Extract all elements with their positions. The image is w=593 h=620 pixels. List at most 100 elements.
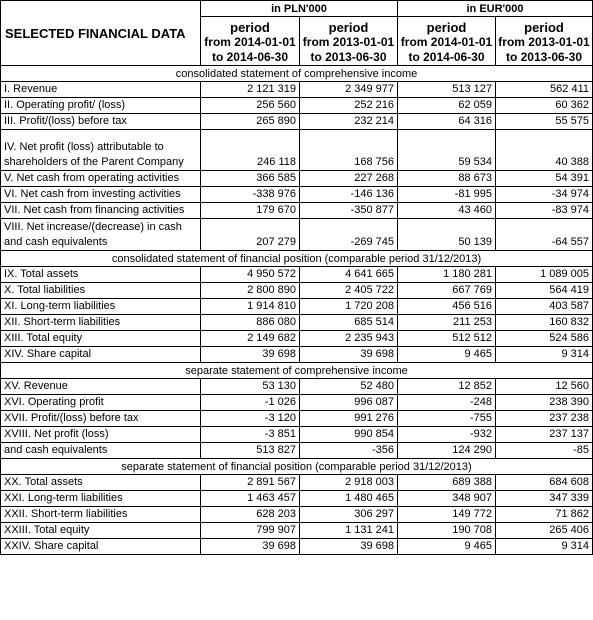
period-header-from: from 2014-01-01 [400, 35, 493, 49]
table-row: V. Net cash from operating activities 366… [0, 170, 593, 187]
row-label: XV. Revenue [0, 378, 201, 395]
value-cell: 64 316 [397, 113, 496, 130]
value-cell: 232 214 [299, 113, 398, 130]
value-cell: -81 995 [397, 186, 496, 203]
row-label: XVIII. Net profit (loss) [0, 426, 201, 443]
row-label-line: IX. Total assets [4, 268, 79, 280]
section-title: separate statement of financial position… [0, 458, 593, 475]
row-label: IV. Net profit (loss) attributable to sha… [0, 129, 201, 171]
value-cell: 12 852 [397, 378, 496, 395]
period-header-1: period from 2014-01-01 to 2014-06-30 [200, 16, 300, 66]
value-cell: -338 976 [200, 186, 300, 203]
value-cell: 62 059 [397, 97, 496, 114]
row-label: VII. Net cash from financing activities [0, 202, 201, 219]
value-cell: -146 136 [299, 186, 398, 203]
value-cell: 4 950 572 [200, 266, 300, 283]
row-label: II. Operating profit/ (loss) [0, 97, 201, 114]
value-cell: 40 388 [495, 129, 593, 171]
row-label-line: VIII. Net increase/(decrease) in cash [4, 221, 182, 233]
row-label-line: IV. Net profit (loss) attributable to [4, 141, 164, 153]
row-label: IX. Total assets [0, 266, 201, 283]
unit-pln-header: in PLN'000 [200, 0, 398, 17]
value-cell: 39 698 [200, 346, 300, 363]
row-label: XXIV. Share capital [0, 538, 201, 555]
row-label-line: XV. Revenue [4, 380, 68, 392]
row-label-line: II. Operating profit/ (loss) [4, 99, 126, 111]
value-cell: 990 854 [299, 426, 398, 443]
value-cell: 562 411 [495, 81, 593, 98]
value-cell: -932 [397, 426, 496, 443]
table-row: XXIV. Share capital 39 698 39 698 9 465 9 31… [0, 538, 593, 555]
value-cell: 124 290 [397, 442, 496, 459]
table-row: XXIII. Total equity 799 907 1 131 241 190 7… [0, 522, 593, 539]
row-label-line: shareholders of the Parent Company [4, 156, 184, 168]
period-header-from: from 2013-01-01 [302, 35, 395, 49]
table-row: XI. Long-term liabilities 1 914 810 1 720 … [0, 298, 593, 315]
period-header-from: from 2013-01-01 [498, 35, 590, 49]
period-header-4: period from 2013-01-01 to 2013-06-30 [495, 16, 593, 66]
value-cell: -755 [397, 410, 496, 427]
row-label: VI. Net cash from investing activities [0, 186, 201, 203]
value-cell: 190 708 [397, 522, 496, 539]
value-cell: 179 670 [200, 202, 300, 219]
value-cell: 237 137 [495, 426, 593, 443]
value-cell: 50 139 [397, 218, 496, 251]
table-row: VI. Net cash from investing activities -3… [0, 186, 593, 203]
row-label: XXII. Short-term liabilities [0, 506, 201, 523]
table-row: XVI. Operating profit -1 026 996 087 -248 23… [0, 394, 593, 411]
value-cell: -1 026 [200, 394, 300, 411]
unit-eur-header: in EUR'000 [397, 0, 593, 17]
row-label-line: XXIV. Share capital [4, 540, 99, 552]
value-cell: 456 516 [397, 298, 496, 315]
value-cell: -248 [397, 394, 496, 411]
row-label-line: XIV. Share capital [4, 348, 92, 360]
value-cell: 403 587 [495, 298, 593, 315]
row-label-line: XI. Long-term liabilities [4, 300, 116, 312]
period-header-word: period [524, 20, 564, 35]
value-cell: 685 514 [299, 314, 398, 331]
value-cell: 237 238 [495, 410, 593, 427]
value-cell: 39 698 [200, 538, 300, 555]
section-title: consolidated statement of financial posi… [0, 250, 593, 267]
table-row: XXII. Short-term liabilities 628 203 306 2… [0, 506, 593, 523]
value-cell: -34 974 [495, 186, 593, 203]
period-header-to: to 2014-06-30 [211, 50, 289, 64]
value-cell: 59 534 [397, 129, 496, 171]
period-header-word: period [328, 20, 369, 35]
period-header-from: from 2014-01-01 [204, 35, 296, 49]
value-cell: -83 974 [495, 202, 593, 219]
value-cell: 991 276 [299, 410, 398, 427]
value-cell: -3 120 [200, 410, 300, 427]
value-cell: 2 891 567 [200, 474, 300, 491]
row-label: XXI. Long-term liabilities [0, 490, 201, 507]
row-label: XIII. Total equity [0, 330, 201, 347]
value-cell: 513 827 [200, 442, 300, 459]
value-cell: 53 130 [200, 378, 300, 395]
value-cell: 265 890 [200, 113, 300, 130]
value-cell: 2 800 890 [200, 282, 300, 299]
table-row: I. Revenue 2 121 319 2 349 977 513 127 562 4… [0, 81, 593, 98]
section-header-row: consolidated statement of comprehensive … [0, 65, 593, 82]
row-label-line: XVIII. Net profit (loss) [4, 428, 109, 440]
value-cell: 246 118 [200, 129, 300, 171]
value-cell: 667 769 [397, 282, 496, 299]
value-cell: 168 756 [299, 129, 398, 171]
value-cell: 55 575 [495, 113, 593, 130]
value-cell: -269 745 [299, 218, 398, 251]
value-cell: 149 772 [397, 506, 496, 523]
row-label-line: V. Net cash from operating activities [4, 172, 180, 184]
table-row: VII. Net cash from financing activities 1… [0, 202, 593, 219]
value-cell: -85 [495, 442, 593, 459]
period-header-word: period [426, 20, 467, 35]
row-label-line: X. Total liabilities [4, 284, 86, 296]
value-cell: 684 608 [495, 474, 593, 491]
table-row: II. Operating profit/ (loss) 256 560 252 2… [0, 97, 593, 114]
section-header-row: separate statement of comprehensive inco… [0, 362, 593, 379]
table-row: XIV. Share capital 39 698 39 698 9 465 9 314 [0, 346, 593, 363]
section-title: consolidated statement of comprehensive … [0, 65, 593, 82]
value-cell: -3 851 [200, 426, 300, 443]
row-label-line: VI. Net cash from investing activities [4, 188, 181, 200]
value-cell: 71 862 [495, 506, 593, 523]
value-cell: 160 832 [495, 314, 593, 331]
value-cell: 238 390 [495, 394, 593, 411]
